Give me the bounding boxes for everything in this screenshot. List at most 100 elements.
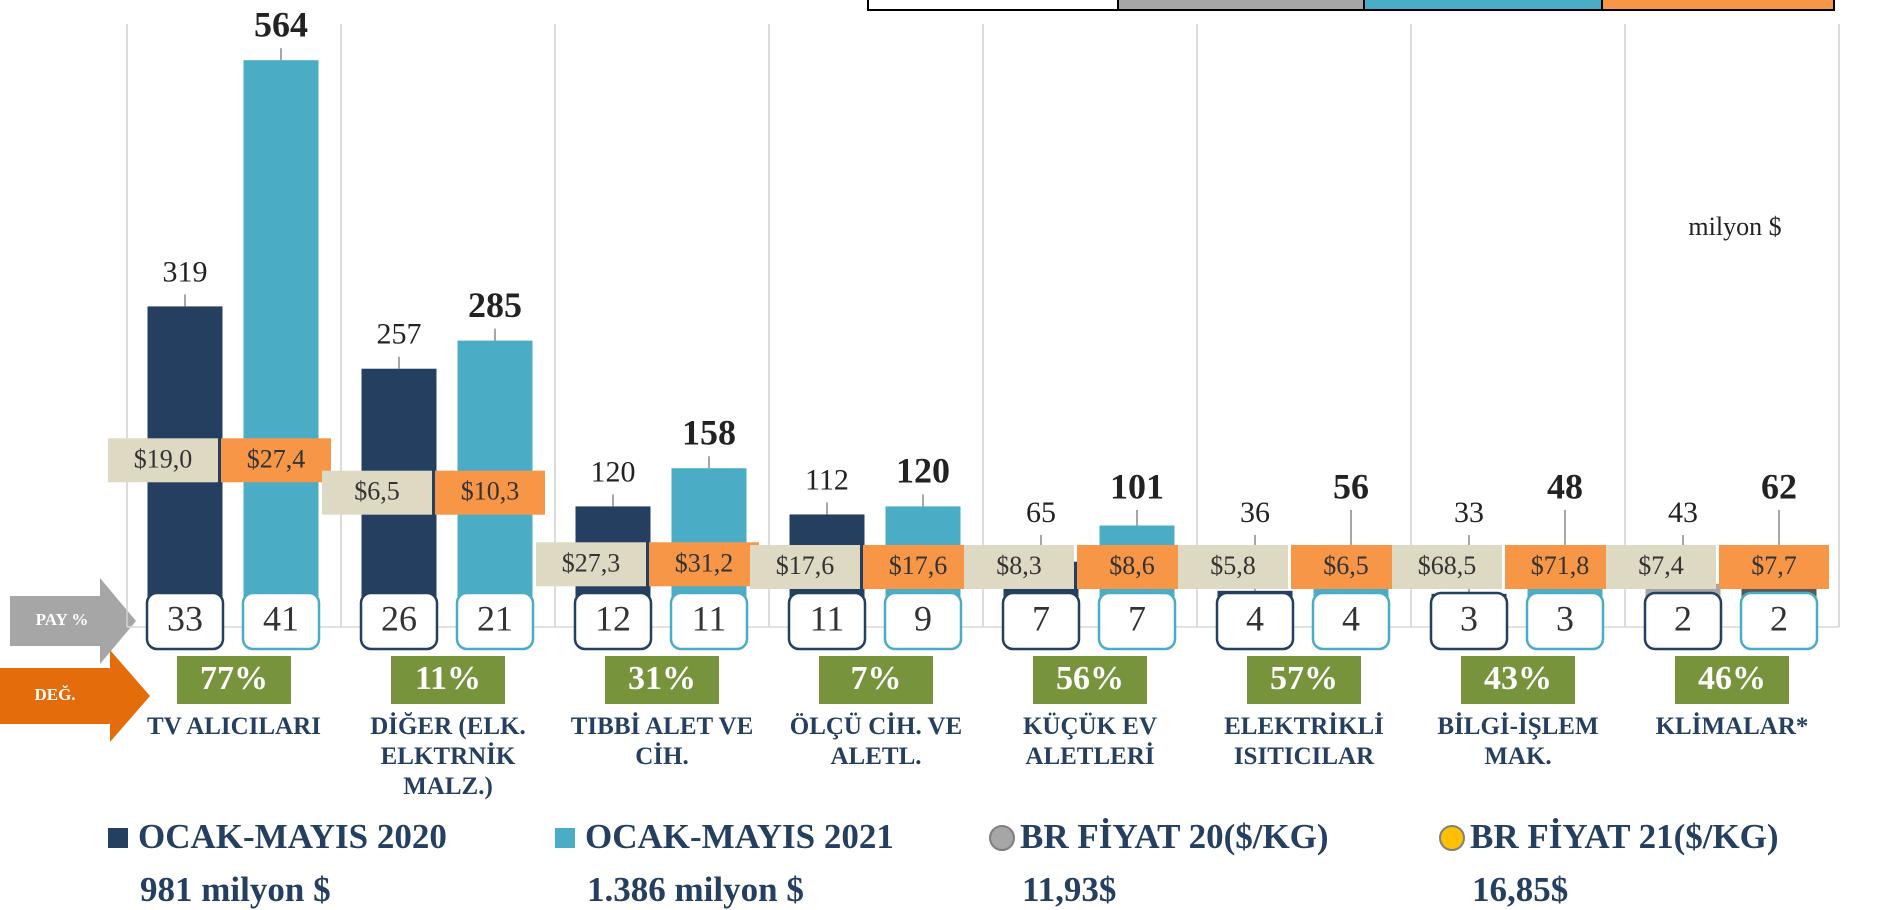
category-label: ELEKTRİKLİ ISITICILAR bbox=[1224, 713, 1384, 770]
value-label: 43 bbox=[1668, 496, 1698, 529]
price-label: $27,3 bbox=[562, 548, 621, 577]
share-box bbox=[1311, 591, 1391, 651]
bar bbox=[243, 60, 319, 628]
price-label: $10,3 bbox=[461, 477, 520, 506]
legend-total: 1.386 milyon $ bbox=[587, 870, 804, 909]
price-box bbox=[108, 438, 218, 483]
change-box bbox=[391, 656, 505, 704]
share-label: 4 bbox=[1246, 598, 1264, 638]
price-label: $31,2 bbox=[675, 548, 734, 577]
price-label: $6,5 bbox=[1323, 551, 1369, 580]
change-label: 11% bbox=[415, 660, 481, 697]
share-label: 3 bbox=[1460, 598, 1478, 638]
change-arrow: DEĞ. bbox=[0, 650, 150, 742]
share-label: 7 bbox=[1032, 598, 1050, 638]
change-box bbox=[605, 656, 719, 704]
legend-label: OCAK-MAYIS 2020 bbox=[138, 817, 447, 856]
price-box bbox=[1392, 545, 1502, 589]
legend-swatch bbox=[1439, 825, 1465, 851]
legend-swatch bbox=[108, 828, 128, 848]
share-box bbox=[1525, 591, 1605, 651]
share-label: 12 bbox=[595, 598, 631, 638]
share-label: 7 bbox=[1128, 598, 1146, 638]
legend-label: BR FİYAT 20($/KG) bbox=[1020, 817, 1329, 856]
change-label: 77% bbox=[200, 660, 268, 697]
price-box bbox=[1606, 545, 1716, 589]
share-arrow: PAY % bbox=[10, 578, 136, 664]
price-label: $8,3 bbox=[996, 551, 1042, 580]
value-label: 65 bbox=[1026, 496, 1056, 529]
value-label: 56 bbox=[1333, 466, 1369, 506]
share-label: 11 bbox=[810, 598, 845, 638]
change-box bbox=[1461, 656, 1575, 704]
price-box bbox=[649, 542, 759, 587]
share-label: 11 bbox=[692, 598, 727, 638]
share-box bbox=[883, 591, 963, 651]
share-box bbox=[1215, 591, 1295, 651]
value-label: 564 bbox=[254, 4, 308, 44]
share-box bbox=[1643, 591, 1723, 651]
share-label: 26 bbox=[381, 598, 417, 638]
share-label: 41 bbox=[263, 598, 299, 638]
change-label: DEĞ. bbox=[34, 685, 75, 704]
top-legend-fragment bbox=[867, 0, 1835, 11]
value-label: 48 bbox=[1547, 466, 1583, 506]
change-label: 43% bbox=[1484, 660, 1552, 697]
change-box bbox=[1675, 656, 1789, 704]
legend-label: BR FİYAT 21($/KG) bbox=[1470, 817, 1779, 856]
change-label: 46% bbox=[1698, 660, 1766, 697]
legend-swatch bbox=[555, 828, 575, 848]
category-label: BİLGİ-İŞLEM MAK. bbox=[1437, 713, 1599, 770]
value-label: 62 bbox=[1761, 466, 1797, 506]
value-label: 319 bbox=[163, 255, 208, 288]
change-box bbox=[819, 656, 933, 704]
share-label: 3 bbox=[1556, 598, 1574, 638]
share-box bbox=[1429, 591, 1509, 651]
category-label: TV ALICILARI bbox=[147, 713, 321, 740]
price-box bbox=[536, 542, 646, 587]
price-label: $6,5 bbox=[354, 477, 400, 506]
price-label: $7,4 bbox=[1638, 551, 1684, 580]
value-label: 120 bbox=[591, 455, 636, 488]
share-box bbox=[241, 591, 321, 651]
price-label: $5,8 bbox=[1210, 551, 1256, 580]
legend-swatch bbox=[989, 825, 1015, 851]
share-label: 33 bbox=[167, 598, 203, 638]
share-box bbox=[359, 591, 439, 651]
change-box bbox=[1033, 656, 1147, 704]
price-label: $17,6 bbox=[889, 551, 948, 580]
share-box bbox=[455, 591, 535, 651]
legend-label: OCAK-MAYIS 2021 bbox=[585, 817, 894, 856]
change-label: 57% bbox=[1270, 660, 1338, 697]
change-label: 56% bbox=[1056, 660, 1124, 697]
price-box bbox=[1291, 545, 1401, 589]
change-box bbox=[177, 656, 291, 704]
category-label: KÜÇÜK EV ALETLERİ bbox=[1022, 713, 1158, 770]
legend-total: 11,93$ bbox=[1022, 870, 1116, 909]
share-label: 9 bbox=[914, 598, 932, 638]
share-box bbox=[1001, 591, 1081, 651]
price-box bbox=[750, 545, 860, 589]
value-label: 33 bbox=[1454, 496, 1484, 529]
value-label: 36 bbox=[1240, 496, 1270, 529]
legend-total: 16,85$ bbox=[1472, 870, 1568, 909]
value-label: 285 bbox=[468, 285, 522, 325]
unit-label: milyon $ bbox=[1688, 212, 1781, 241]
value-label: 120 bbox=[896, 451, 950, 491]
share-label: 2 bbox=[1770, 598, 1788, 638]
value-label: 257 bbox=[377, 318, 422, 351]
share-box bbox=[145, 591, 225, 651]
price-box bbox=[1719, 545, 1829, 589]
category-label: TIBBİ ALET VE CİH. bbox=[570, 713, 754, 770]
price-box bbox=[1505, 545, 1615, 589]
share-box bbox=[787, 591, 867, 651]
price-box bbox=[964, 545, 1074, 589]
price-label: $8,6 bbox=[1109, 551, 1155, 580]
change-label: 7% bbox=[851, 660, 902, 697]
share-box bbox=[1739, 591, 1819, 651]
category-label: ÖLÇÜ CİH. VE ALETL. bbox=[789, 713, 963, 770]
price-label: $19,0 bbox=[134, 444, 193, 473]
change-box bbox=[1247, 656, 1361, 704]
value-label: 112 bbox=[805, 463, 849, 496]
